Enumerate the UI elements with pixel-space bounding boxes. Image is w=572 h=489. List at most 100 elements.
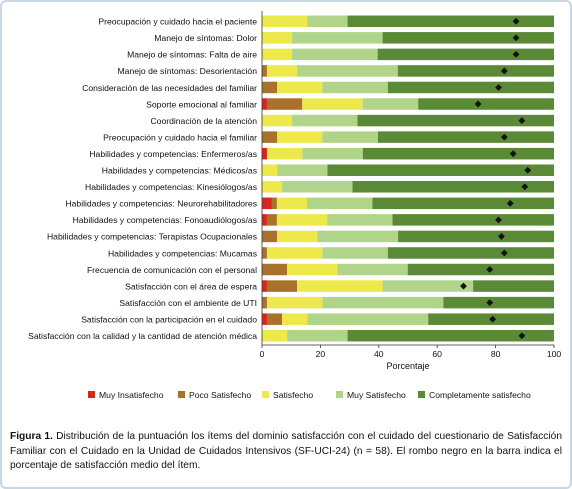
bar-segment [262, 114, 293, 127]
legend-swatch [418, 391, 425, 398]
mean-diamond [495, 84, 502, 91]
bar-segment [262, 197, 272, 210]
category-label: Soporte emocional al familiar [146, 99, 257, 109]
x-tick-label: 80 [491, 349, 501, 359]
bar-segment [337, 263, 408, 276]
category-label: Habilidades y competencias: Terapistas O… [47, 232, 257, 242]
legend-swatch [88, 391, 95, 398]
bar-segment [262, 98, 267, 110]
legend-label: Completamente satisfecho [429, 390, 531, 400]
bar-segment [262, 81, 278, 94]
mean-diamond [474, 100, 482, 108]
category-label: Consideración de las necesidades del fam… [82, 83, 257, 93]
mean-diamond [486, 266, 494, 273]
x-tick-label: 60 [432, 349, 442, 359]
bar-segment [307, 313, 429, 325]
legend-swatch [336, 391, 343, 398]
bar-segment [292, 48, 378, 61]
bar-segment [282, 181, 353, 193]
bar-segment [276, 214, 328, 226]
mean-diamond [518, 117, 526, 124]
bar-segment [287, 329, 348, 342]
bar-segment [297, 65, 398, 77]
bar-segment [262, 280, 267, 292]
bar-segment [302, 98, 363, 110]
x-tick-label: 20 [316, 349, 326, 359]
bar-segment [362, 98, 419, 110]
bar-segment [277, 230, 318, 243]
bar-segment [407, 263, 554, 276]
bar-segment [392, 214, 554, 226]
bar-segment [387, 247, 554, 259]
category-label: Manejo de síntomas: Falta de aire [127, 50, 257, 60]
legend-label: Muy Insatisfecho [99, 390, 164, 400]
category-label: Preocupación y cuidado hacia el paciente [98, 17, 257, 27]
bar-segment [262, 313, 267, 325]
bar-segment [262, 147, 267, 160]
category-label: Coordinación de la atención [150, 116, 257, 126]
category-label: Habilidades y competencias: Mucamas [108, 248, 257, 258]
mean-diamond [506, 199, 514, 207]
bar-segment [322, 131, 378, 143]
bar-segment [262, 296, 267, 309]
bar-segment [266, 280, 298, 292]
category-label: Frecuencia de comunicación con el person… [87, 265, 257, 275]
x-axis-label: Porcentaje [386, 361, 429, 371]
mean-diamond [524, 166, 532, 174]
bar-segment [266, 313, 283, 325]
legend-label: Satisfecho [273, 390, 313, 400]
legend-label: Muy Satisfecho [347, 390, 406, 400]
category-label: Satisfacción con el área de espera [125, 281, 257, 291]
bar-segment [262, 329, 288, 342]
bar-segment [262, 263, 288, 276]
bar-segment [347, 329, 554, 342]
mean-diamond [518, 332, 526, 340]
mean-diamond [512, 50, 520, 58]
bar-segment [262, 214, 267, 226]
bar-segment [266, 65, 298, 77]
bar-segment [306, 197, 373, 210]
bar-segment [398, 230, 554, 243]
bar-segment [352, 181, 554, 193]
legend-swatch [262, 391, 269, 398]
bar-segment [282, 313, 308, 325]
mean-diamond [498, 233, 505, 240]
mean-diamond [460, 282, 467, 290]
bar-segment [357, 114, 554, 127]
bar-segment [277, 81, 323, 94]
bar-segment [322, 296, 444, 309]
bar-segment [382, 280, 474, 292]
bar-segment [473, 280, 554, 292]
mean-diamond [512, 17, 520, 25]
mean-diamond [500, 133, 508, 141]
category-label: Habilidades y competencias: Neurorehabil… [65, 199, 257, 209]
bar-segment [297, 280, 383, 292]
bar-segment [266, 214, 277, 226]
bar-segment [418, 98, 554, 110]
bar-segment [382, 32, 554, 44]
bar-segment [322, 247, 388, 259]
bar-segment [307, 15, 348, 28]
bar-segment [262, 15, 308, 28]
bar-segment [377, 131, 554, 143]
category-label: Habilidades y competencias: Kinesiólogos… [85, 182, 257, 192]
legend-swatch [178, 391, 185, 398]
bar-segment [262, 230, 278, 243]
category-label: Satisfacción con la participación en el … [81, 314, 257, 324]
bar-segment [262, 247, 267, 259]
bar-segment [292, 114, 358, 127]
bar-segment [266, 296, 323, 309]
bar-segment [362, 147, 554, 160]
bar-segment [262, 181, 283, 193]
legend-label: Poco Satisfecho [189, 390, 251, 400]
bar-segment [347, 15, 554, 28]
x-tick-label: 0 [260, 349, 265, 359]
mean-diamond [509, 150, 517, 158]
bar-segment [262, 65, 267, 77]
category-label: Habilidades y competencias: Fonoaudiólog… [73, 215, 257, 225]
bar-segment [372, 197, 554, 210]
bar-segment [266, 98, 303, 110]
bar-segment [377, 48, 554, 61]
bar-segment [262, 164, 278, 176]
